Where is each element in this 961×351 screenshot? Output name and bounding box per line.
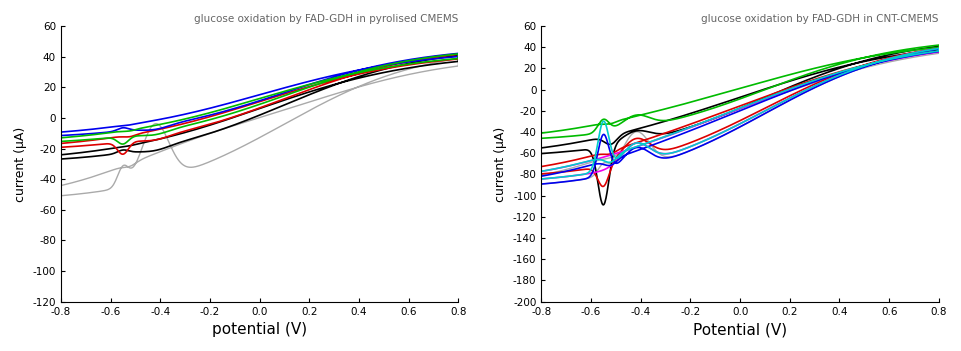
Y-axis label: current (μA): current (μA)	[494, 126, 507, 201]
X-axis label: Potential (V): Potential (V)	[693, 322, 787, 337]
X-axis label: potential (V): potential (V)	[212, 322, 308, 337]
Text: glucose oxidation by FAD-GDH in CNT-CMEMS: glucose oxidation by FAD-GDH in CNT-CMEM…	[702, 14, 939, 24]
Text: glucose oxidation by FAD-GDH in pyrolised CMEMS: glucose oxidation by FAD-GDH in pyrolise…	[194, 14, 458, 24]
Y-axis label: current (μA): current (μA)	[13, 126, 27, 201]
